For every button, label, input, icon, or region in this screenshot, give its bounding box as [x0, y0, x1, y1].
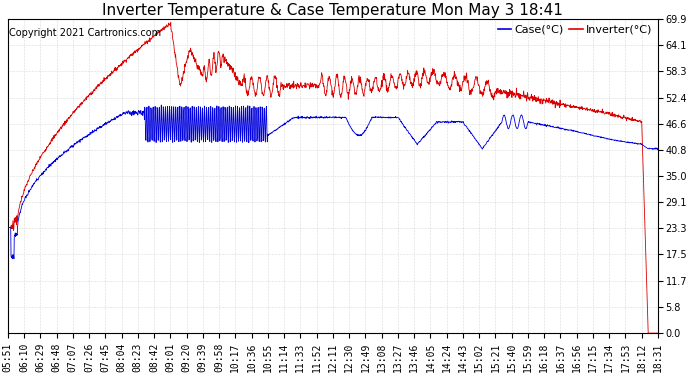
- Text: Copyright 2021 Cartronics.com: Copyright 2021 Cartronics.com: [9, 28, 161, 38]
- Title: Inverter Temperature & Case Temperature Mon May 3 18:41: Inverter Temperature & Case Temperature …: [102, 3, 563, 18]
- Legend: Case(°C), Inverter(°C): Case(°C), Inverter(°C): [498, 24, 653, 34]
